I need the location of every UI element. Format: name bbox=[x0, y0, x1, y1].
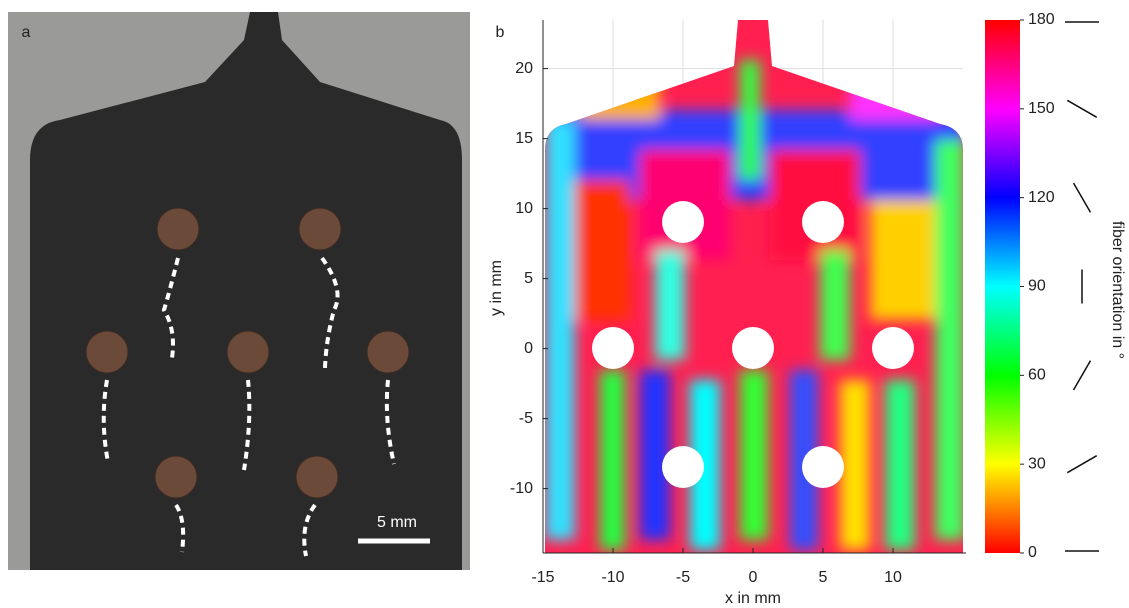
x-tick-label: 10 bbox=[884, 569, 902, 586]
scale-bar-label: 5 mm bbox=[377, 514, 417, 531]
photo: 5 mm a bbox=[8, 12, 470, 570]
x-tick-label: -15 bbox=[531, 569, 554, 586]
y-tick-label: 20 bbox=[515, 60, 533, 77]
colorbar-tick-label: 60 bbox=[1028, 367, 1046, 384]
colorbar-tick-label: 0 bbox=[1028, 544, 1037, 561]
x-tick-label: -10 bbox=[601, 569, 624, 586]
orientation-glyph bbox=[1067, 100, 1096, 117]
colorbar-tick-label: 90 bbox=[1028, 278, 1046, 295]
y-tick-label: 5 bbox=[524, 270, 533, 287]
orientation-map bbox=[540, 15, 970, 560]
x-axis-label: x in mm bbox=[725, 590, 781, 607]
orientation-glyph bbox=[1067, 456, 1096, 473]
orientation-glyph bbox=[1074, 183, 1091, 212]
y-tick-label: 10 bbox=[515, 200, 533, 217]
y-tick-label: 0 bbox=[524, 340, 533, 357]
colorbar bbox=[985, 20, 1020, 553]
colorbar-label: fiber orientation in ° bbox=[1109, 221, 1126, 359]
x-tick-label: -5 bbox=[676, 569, 690, 586]
colorbar-tick-label: 150 bbox=[1028, 100, 1055, 117]
colorbar-tick-label: 180 bbox=[1028, 11, 1055, 28]
y-axis-label: y in mm bbox=[488, 260, 505, 316]
orientation-glyph bbox=[1074, 361, 1091, 390]
y-tick-label: -10 bbox=[510, 480, 533, 497]
x-tick-label: 5 bbox=[819, 569, 828, 586]
colorbar-tick-label: 30 bbox=[1028, 455, 1046, 472]
y-tick-label: -5 bbox=[519, 410, 533, 427]
figure: 5 mm a bbox=[0, 0, 1129, 608]
panel-label: b bbox=[496, 24, 505, 41]
colorbar-tick-label: 120 bbox=[1028, 189, 1055, 206]
x-tick-label: 0 bbox=[749, 569, 758, 586]
panel-label: a bbox=[22, 24, 31, 41]
y-tick-label: 15 bbox=[515, 130, 533, 147]
